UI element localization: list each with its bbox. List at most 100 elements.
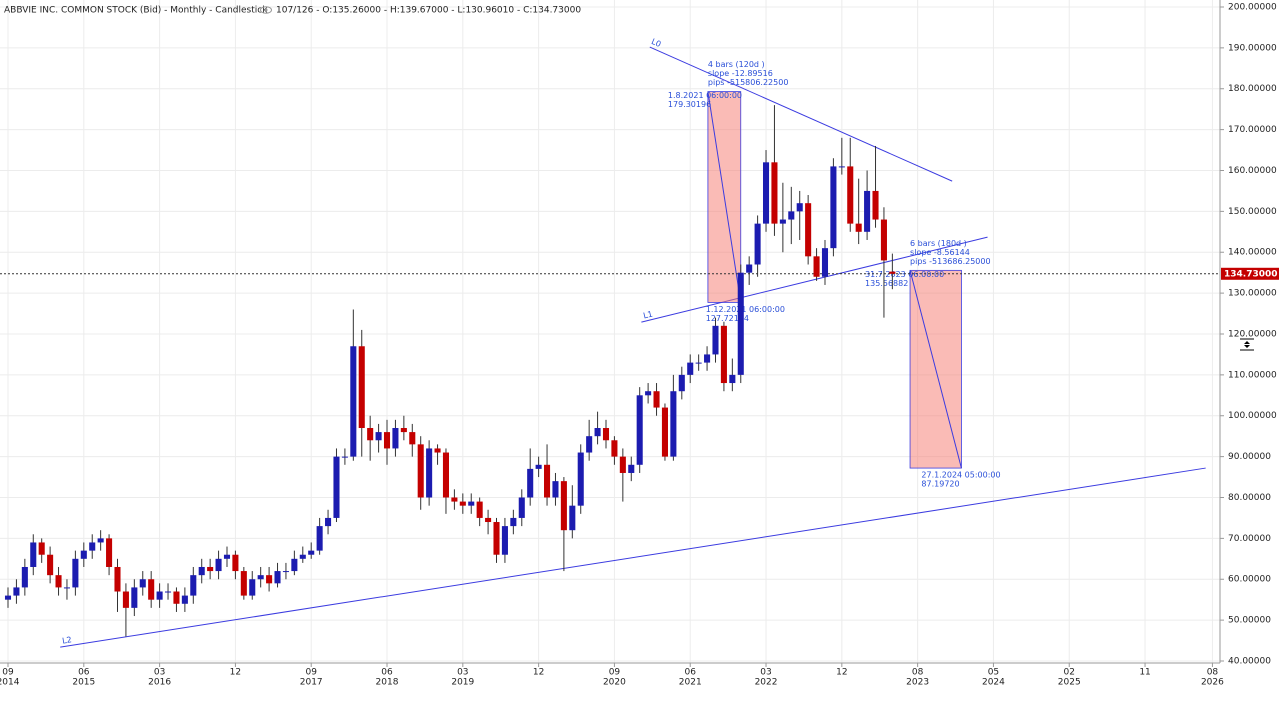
candle-body xyxy=(628,464,635,473)
candle-body xyxy=(375,432,382,441)
y-tick-label: 90.00000 xyxy=(1228,452,1271,462)
x-tick-year: 2014 xyxy=(0,678,20,688)
candle-body xyxy=(274,571,281,584)
candle-body xyxy=(392,428,399,449)
chart-title: ABBVIE INC. COMMON STOCK (Bid) - Monthly… xyxy=(4,6,268,16)
candle-body xyxy=(485,517,492,523)
eye-icon[interactable] xyxy=(260,6,272,14)
candle-body xyxy=(830,166,837,249)
eye-pupil xyxy=(264,8,268,12)
candle-body xyxy=(687,362,694,375)
candle-body xyxy=(198,566,205,576)
x-tick-label: 02 xyxy=(1064,668,1075,678)
candle-body xyxy=(282,571,289,573)
x-tick-label: 06 xyxy=(684,668,696,678)
trend-line-label: L1 xyxy=(642,309,653,320)
x-tick-year: 2023 xyxy=(906,678,929,688)
y-tick-label: 160.00000 xyxy=(1228,166,1277,176)
candle-body xyxy=(156,591,163,600)
x-tick-label: 08 xyxy=(912,668,924,678)
measure-end-label: 87.19720 xyxy=(921,480,959,489)
candle-body xyxy=(518,497,525,518)
candle-body xyxy=(569,505,576,531)
candle-body xyxy=(164,591,172,593)
x-tick-label: 03 xyxy=(457,668,468,678)
x-tick-year: 2017 xyxy=(300,678,323,688)
measure-start-label: 135.56882 xyxy=(865,279,908,288)
candle-body xyxy=(813,256,820,277)
measure-info: 6 bars (180d ) xyxy=(910,239,967,248)
candle-body xyxy=(678,374,685,392)
measure-info: 4 bars (120d ) xyxy=(708,60,765,69)
measure-end-label: 127.72134 xyxy=(706,314,749,323)
y-tick-label: 130.00000 xyxy=(1228,289,1277,299)
x-tick-label: 12 xyxy=(533,668,544,678)
candle-body xyxy=(695,362,702,364)
x-tick-label: 08 xyxy=(1207,668,1219,678)
candle-body xyxy=(181,595,188,604)
measure-end-label: 27.1.2024 05:00:00 xyxy=(921,471,1000,480)
candle-body xyxy=(190,575,197,596)
candle-body xyxy=(148,579,155,600)
candles xyxy=(4,105,896,637)
candle-body xyxy=(746,264,753,273)
trend-line xyxy=(641,236,988,323)
candle-body xyxy=(249,579,256,596)
candle-body xyxy=(308,550,315,555)
candle-body xyxy=(325,517,332,527)
candle-body xyxy=(838,166,845,168)
candle-body xyxy=(552,481,559,498)
candle-body xyxy=(21,566,28,588)
y-tick-label: 100.00000 xyxy=(1228,411,1277,421)
x-tick-label: 11 xyxy=(1139,668,1150,678)
candle-body xyxy=(821,248,829,277)
candle-body xyxy=(527,468,534,498)
candle-body xyxy=(89,542,96,551)
y-tick-label: 190.00000 xyxy=(1228,43,1277,53)
candle-body xyxy=(510,517,517,527)
trend-line xyxy=(649,46,953,182)
candle-body xyxy=(223,554,231,559)
candle-body xyxy=(779,219,786,224)
candle-body xyxy=(240,571,247,596)
candle-body xyxy=(704,354,711,363)
candle-body xyxy=(38,542,45,555)
candle-body xyxy=(501,526,508,555)
y-tick-label: 150.00000 xyxy=(1228,207,1277,217)
candle-body xyxy=(577,452,584,506)
candle-body xyxy=(266,575,273,584)
candle-body xyxy=(30,542,37,567)
candle-body xyxy=(762,162,770,224)
visibility-icon[interactable] xyxy=(260,6,272,14)
candle-body xyxy=(720,325,727,384)
y-tick-label: 80.00000 xyxy=(1228,493,1271,503)
candle-body xyxy=(55,575,62,588)
x-tick-label: 03 xyxy=(760,668,771,678)
candle-body xyxy=(889,271,896,274)
y-tick-label: 140.00000 xyxy=(1228,248,1277,258)
measure-diagonal xyxy=(909,270,962,469)
candle-body xyxy=(586,436,593,453)
candle-body xyxy=(426,448,433,498)
candle-body xyxy=(855,223,862,232)
candle-body xyxy=(207,566,214,572)
x-tick-year: 2025 xyxy=(1058,678,1081,688)
y-tick-label: 60.00000 xyxy=(1228,575,1271,585)
x-tick-year: 2015 xyxy=(72,678,95,688)
measure-diagonal xyxy=(707,91,742,303)
y-tick-label: 120.00000 xyxy=(1228,329,1277,339)
candle-body xyxy=(754,223,761,265)
candle-body xyxy=(661,407,668,457)
x-tick-label: 06 xyxy=(381,668,393,678)
measure-info: pips -515806.22500 xyxy=(708,78,789,87)
scale-handle[interactable] xyxy=(1238,337,1256,351)
candle-body xyxy=(173,591,180,604)
measure-end-label: 1.12.2021 06:00:00 xyxy=(706,305,785,314)
candle-body xyxy=(594,428,601,437)
candle-body xyxy=(4,595,12,600)
axes: 200.00000 190.00000 180.00000 170.00000 160.… xyxy=(0,2,1279,688)
candle-body xyxy=(476,501,483,518)
candle-body xyxy=(63,587,70,589)
candle-body xyxy=(383,432,391,449)
